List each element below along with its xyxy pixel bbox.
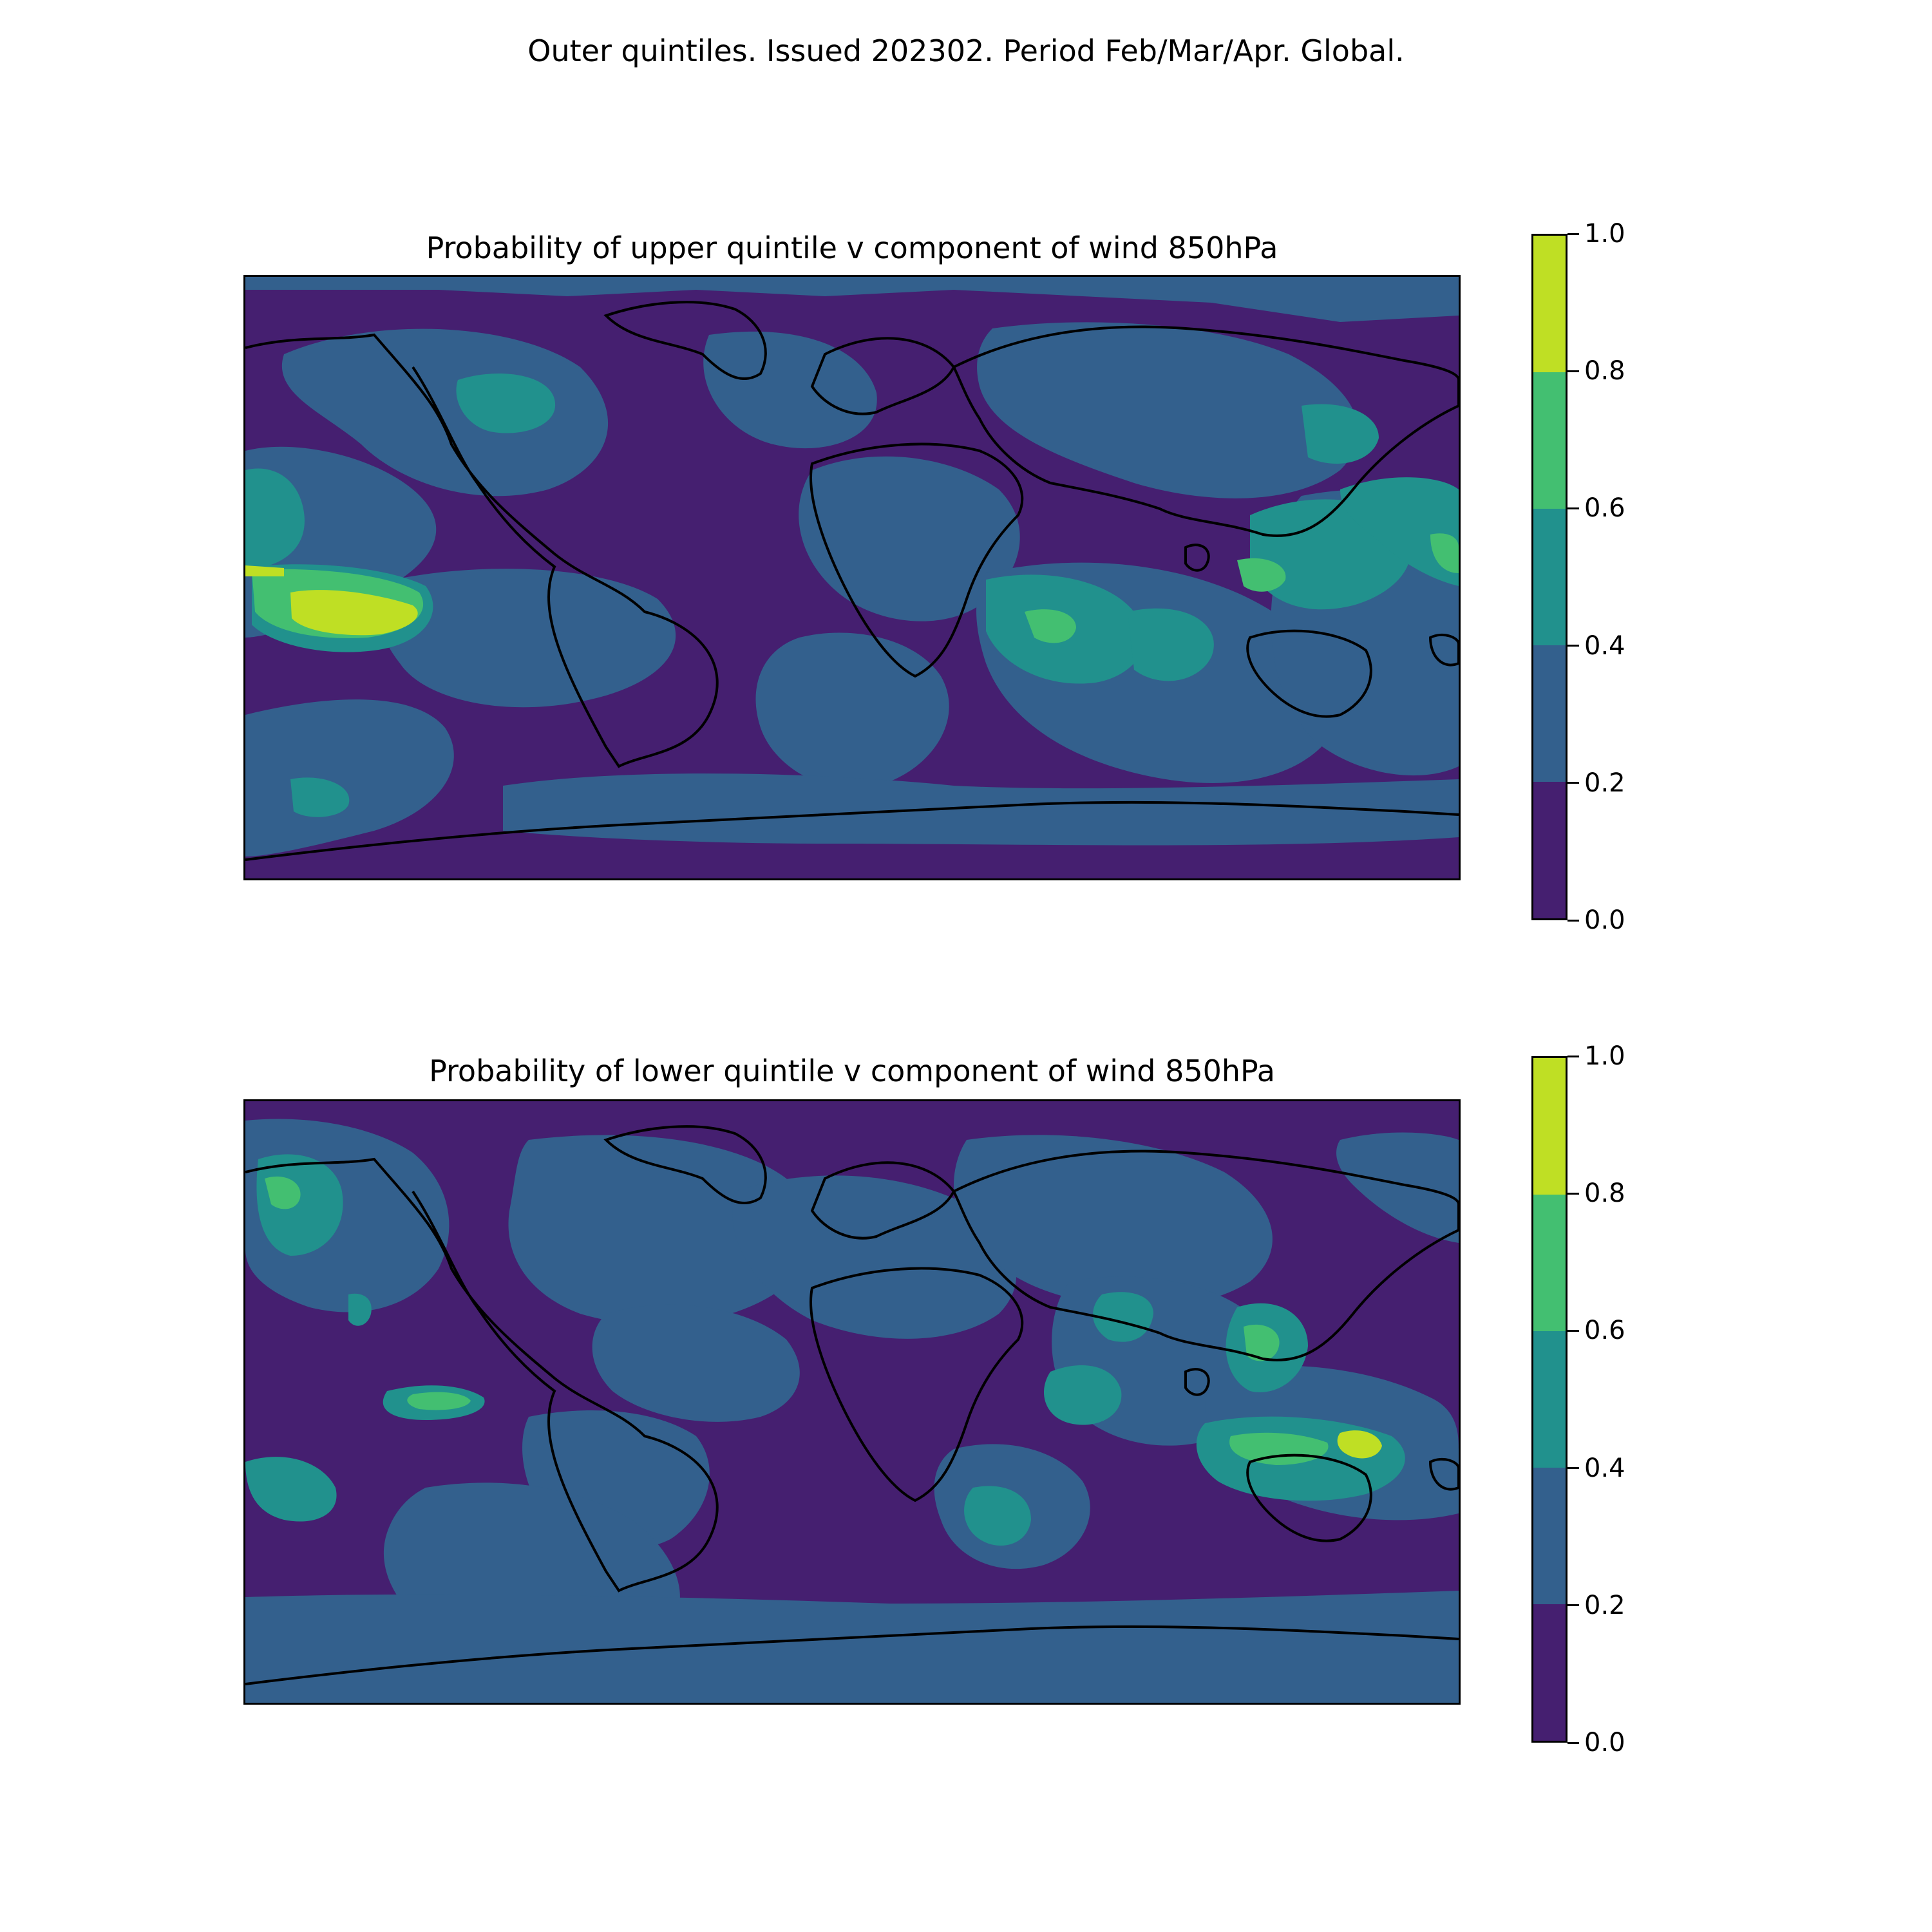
- upper-colorbar-tick-label: 0.8: [1584, 356, 1625, 386]
- lower-map-level-0.8: [1337, 1430, 1382, 1459]
- lower-map-canvas: [245, 1119, 1459, 1703]
- upper-colorbar-tick-label: 1.0: [1584, 219, 1625, 249]
- lower-map-coastlines: [245, 1125, 1459, 1685]
- upper-colorbar-segment-0.2-0.4: [1533, 645, 1566, 782]
- lower-colorbar-tick-label: 1.0: [1584, 1041, 1625, 1071]
- upper-map-title: Probability of upper quintile v componen…: [426, 231, 1278, 265]
- lower-colorbar-tick-label: 0.0: [1584, 1728, 1625, 1757]
- lower-colorbar-tick-mark: [1567, 1741, 1579, 1744]
- lower-colorbar-segment-0.2-0.4: [1533, 1468, 1566, 1604]
- lower-map-title: Probability of lower quintile v componen…: [429, 1054, 1275, 1088]
- lower-colorbar-segment-0.0-0.2: [1533, 1604, 1566, 1741]
- upper-colorbar-segment-0.6-0.8: [1533, 372, 1566, 509]
- upper-colorbar-tick-mark: [1567, 919, 1579, 922]
- upper-colorbar-segment-0.4-0.6: [1533, 509, 1566, 645]
- lower-colorbar-tick-label: 0.4: [1584, 1453, 1625, 1483]
- lower-colorbar-tick-mark: [1567, 1604, 1579, 1607]
- upper-colorbar-tick-mark: [1567, 370, 1579, 372]
- upper-colorbar-tick-mark: [1567, 507, 1579, 509]
- upper-colorbar-tick-mark: [1567, 232, 1579, 235]
- lower-colorbar-tick-mark: [1567, 1192, 1579, 1195]
- upper-colorbar: [1531, 234, 1567, 920]
- upper-map-level-0.8: [245, 565, 418, 636]
- upper-colorbar-tick-label: 0.6: [1584, 493, 1625, 524]
- lower-colorbar-tick-mark: [1567, 1467, 1579, 1470]
- upper-colorbar-segment-0.0-0.2: [1533, 782, 1566, 918]
- upper-colorbar-tick-mark: [1567, 645, 1579, 647]
- lower-colorbar-tick-mark: [1567, 1055, 1579, 1057]
- upper-quintile-map: [243, 275, 1461, 880]
- lower-colorbar-tick-label: 0.8: [1584, 1179, 1625, 1209]
- lower-colorbar-tick-label: 0.6: [1584, 1316, 1625, 1346]
- upper-colorbar-tick-label: 0.4: [1584, 630, 1625, 661]
- lower-map-level-0.6: [265, 1176, 1329, 1465]
- lower-colorbar-tick-mark: [1567, 1329, 1579, 1332]
- lower-colorbar-segment-0.6-0.8: [1533, 1195, 1566, 1331]
- lower-colorbar-segment-0.4-0.6: [1533, 1331, 1566, 1468]
- figure-title: Outer quintiles. Issued 202302. Period F…: [527, 33, 1405, 68]
- lower-colorbar-tick-label: 0.2: [1584, 1590, 1625, 1620]
- lower-quintile-map: [243, 1099, 1461, 1705]
- upper-colorbar-tick-mark: [1567, 782, 1579, 784]
- upper-map-canvas: [245, 277, 1459, 861]
- lower-map-level-0.2: [245, 1119, 1459, 1703]
- upper-map-coastlines: [245, 301, 1459, 861]
- upper-colorbar-tick-label: 0.0: [1584, 905, 1625, 935]
- upper-colorbar-segment-0.8-1.0: [1533, 236, 1566, 372]
- upper-colorbar-tick-label: 0.2: [1584, 768, 1625, 798]
- lower-colorbar-segment-0.8-1.0: [1533, 1058, 1566, 1195]
- lower-colorbar: [1531, 1056, 1567, 1743]
